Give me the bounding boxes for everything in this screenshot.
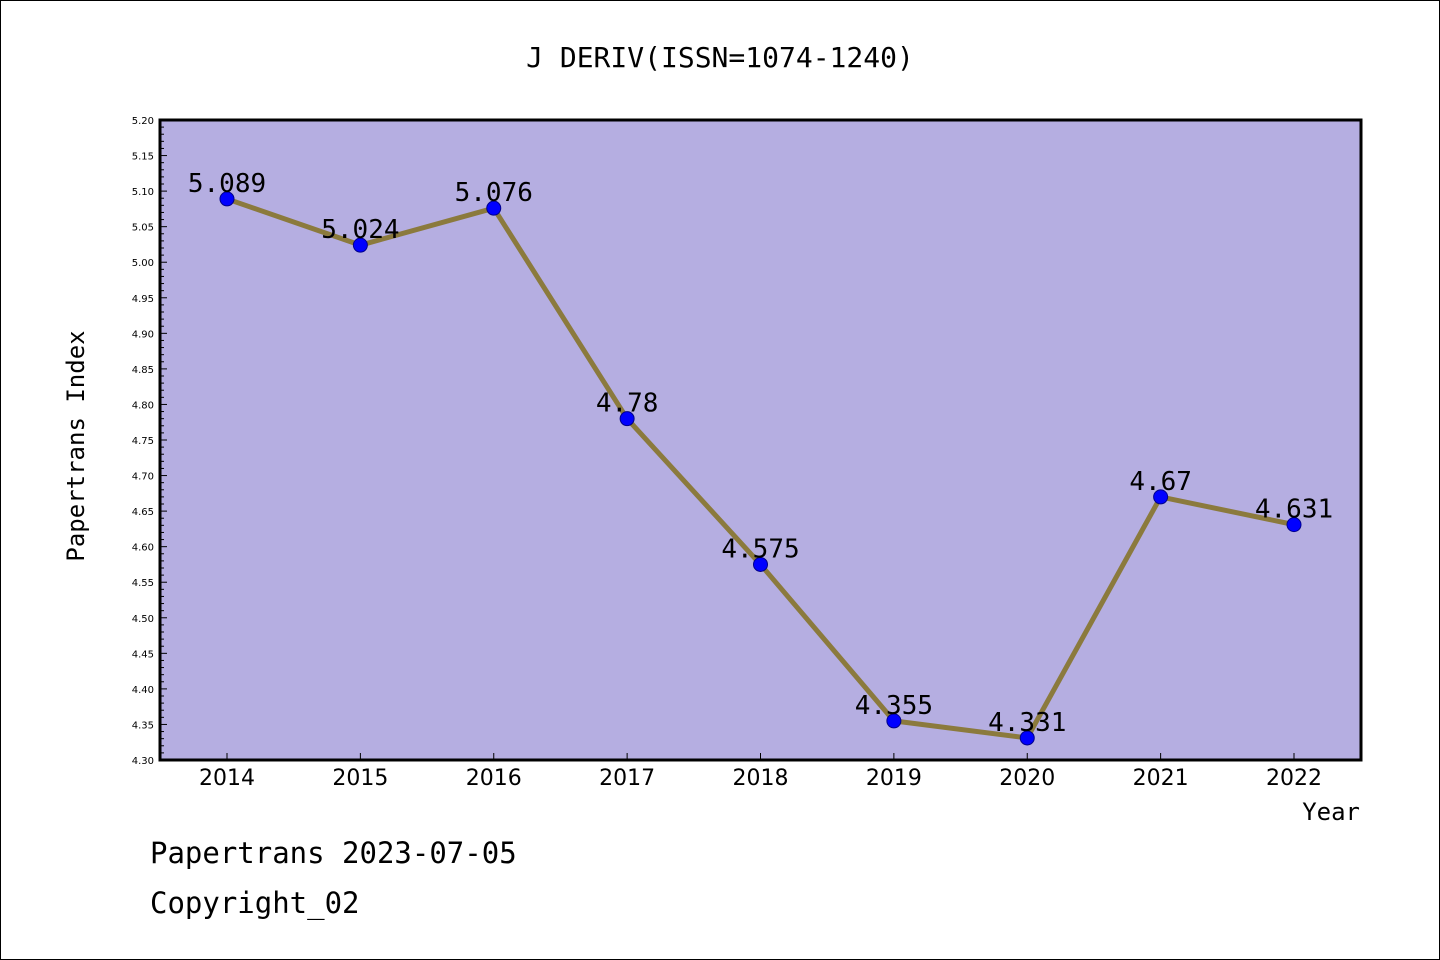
x-tick-label: 2022	[1266, 766, 1322, 791]
data-label: 4.67	[1129, 467, 1192, 497]
y-tick-label: 4.85	[132, 365, 154, 376]
data-label: 4.331	[988, 708, 1066, 738]
data-label: 5.024	[321, 215, 399, 245]
y-tick-label: 4.80	[132, 400, 154, 411]
y-tick-label: 5.00	[132, 258, 154, 269]
y-tick-label: 4.40	[132, 685, 154, 696]
y-tick-label: 4.35	[132, 720, 154, 731]
y-tick-label: 4.65	[132, 507, 154, 518]
data-labels: 5.089 5.024 5.076 4.78 4.575 4.355 4.331 4.67 4.…	[188, 169, 1333, 738]
x-tick-label: 2021	[1133, 766, 1189, 791]
y-tick-label: 4.95	[132, 294, 154, 305]
data-label: 4.575	[721, 534, 799, 564]
x-axis-label: Year	[1302, 798, 1360, 826]
data-point	[1153, 489, 1169, 505]
y-tick-label: 4.60	[132, 543, 154, 554]
x-tick-label: 2017	[599, 766, 655, 791]
data-markers	[219, 191, 1302, 746]
data-point	[352, 237, 368, 253]
plot-border	[158, 118, 1363, 762]
x-tick-label: 2015	[332, 766, 388, 791]
data-point	[619, 411, 635, 427]
data-label: 4.631	[1255, 495, 1333, 525]
data-point	[886, 713, 902, 729]
y-tick-label: 4.75	[132, 436, 154, 447]
data-label: 5.076	[455, 178, 533, 208]
y-tick-label: 4.90	[132, 329, 154, 340]
data-point	[753, 556, 768, 572]
data-label: 4.78	[596, 389, 659, 419]
data-point	[1019, 730, 1035, 746]
y-tick-label: 4.30	[132, 756, 154, 767]
data-point	[1286, 517, 1302, 533]
data-label: 4.355	[855, 691, 933, 721]
plot-area	[160, 120, 1361, 760]
y-axis-label: Papertrans Index	[62, 330, 90, 561]
y-tick-label: 4.45	[132, 649, 154, 660]
data-point	[486, 200, 502, 216]
x-axis-ticks: 2014 2015 2016 2017 2018 2019 2020 2021 2022	[199, 753, 1322, 791]
y-tick-label: 5.05	[132, 223, 154, 234]
chart-title: J DERIV(ISSN=1074-1240)	[526, 41, 914, 74]
y-tick-label: 4.50	[132, 614, 154, 625]
footer-copyright: Copyright_02	[150, 886, 360, 920]
y-tick-label: 5.20	[132, 116, 154, 127]
x-tick-label: 2018	[733, 766, 789, 791]
y-tick-label: 4.70	[132, 472, 154, 483]
x-tick-label: 2020	[999, 766, 1055, 791]
y-tick-label: 5.10	[132, 187, 154, 198]
x-tick-label: 2016	[466, 766, 522, 791]
data-point	[219, 191, 235, 207]
footer-date: Papertrans 2023-07-05	[150, 836, 517, 870]
x-tick-label: 2019	[866, 766, 922, 791]
data-label: 5.089	[188, 169, 266, 199]
y-tick-label: 5.15	[132, 152, 154, 163]
x-tick-label: 2014	[199, 766, 255, 791]
y-tick-label: 4.55	[132, 578, 154, 589]
